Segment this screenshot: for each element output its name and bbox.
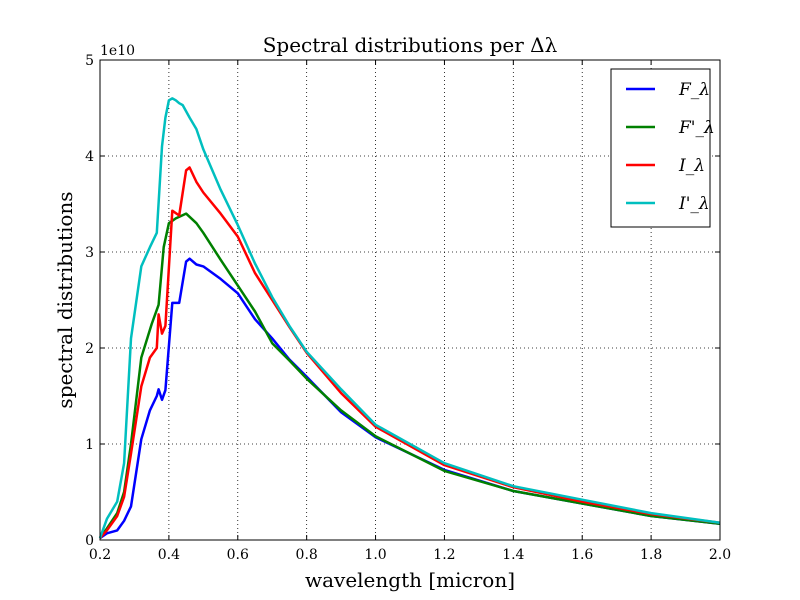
x-tick-label: 1.0 <box>364 547 386 563</box>
x-tick-label: 0.2 <box>89 547 111 563</box>
x-axis-label: wavelength [micron] <box>305 568 515 592</box>
x-tick-label: 0.4 <box>158 547 180 563</box>
x-tick-label: 1.4 <box>502 547 524 563</box>
legend: F_λ F'_λ I_λ I'_λ <box>610 68 715 228</box>
plot-lines <box>98 97 721 540</box>
plot-frame <box>99 59 721 541</box>
y-tick-label: 2 <box>85 341 94 357</box>
x-tick-label: 0.6 <box>227 547 249 563</box>
legend-label-1: F'_λ <box>678 118 715 138</box>
legend-box <box>610 68 711 228</box>
x-tick-label: 1.6 <box>571 547 593 563</box>
legend-label-2: I_λ <box>678 156 705 176</box>
y-axis-label: spectral distributions <box>53 191 77 408</box>
series-line-2 <box>99 166 721 539</box>
x-tick-label: 1.2 <box>433 547 455 563</box>
y-tick-label: 1 <box>85 437 94 453</box>
chart-title: Spectral distributions per Δλ <box>263 33 558 57</box>
x-tick-labels: 0.2 0.4 0.6 0.8 1.0 1.2 1.4 1.6 1.8 2.0 <box>89 547 731 563</box>
x-tick-label: 1.8 <box>640 547 662 563</box>
y-tick-label: 5 <box>85 53 94 69</box>
y-tick-label: 3 <box>85 245 94 261</box>
x-tick-label: 0.8 <box>296 547 318 563</box>
x-tick-label: 2.0 <box>709 547 731 563</box>
y-tick-label: 0 <box>85 533 94 549</box>
series-line-1 <box>98 212 721 539</box>
legend-label-0: F_λ <box>678 80 710 100</box>
y-tick-labels: 0 1 2 3 4 5 <box>85 53 94 549</box>
series-line-3 <box>98 97 721 539</box>
legend-entries: F_λ F'_λ I_λ I'_λ <box>626 80 715 214</box>
y-tick-label: 4 <box>85 149 94 165</box>
y-multiplier: 1e10 <box>100 43 135 59</box>
legend-label-3: I'_λ <box>678 194 710 214</box>
